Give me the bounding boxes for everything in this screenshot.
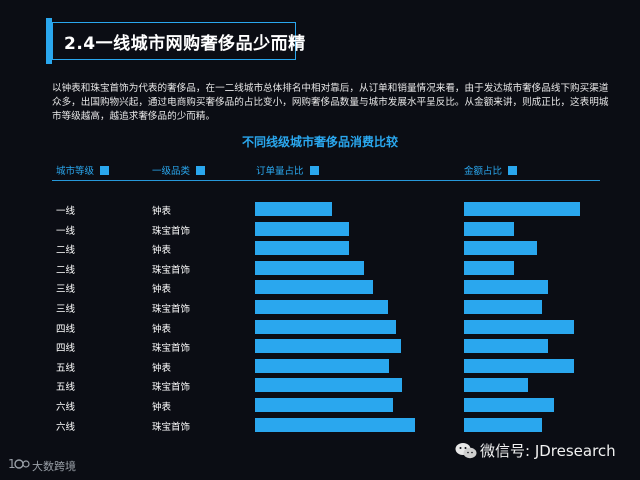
amount-share-bar	[464, 202, 580, 216]
amount-share-bar	[464, 260, 514, 275]
chart-title: 不同线级城市奢侈品消费比较	[241, 135, 398, 149]
header-marker-icon	[309, 166, 319, 175]
city-tier-label: 六线	[56, 402, 76, 413]
title-accent-bar	[46, 18, 52, 64]
city-tier-label: 六线	[56, 421, 76, 433]
brand-name: 大数跨境	[32, 460, 76, 473]
order-share-bar	[255, 417, 415, 432]
header-divider	[52, 180, 600, 181]
svg-text:1: 1	[8, 457, 16, 471]
amount-share-bar	[464, 358, 575, 373]
city-tier-label: 五线	[56, 382, 76, 394]
amount-share-bar	[464, 300, 542, 314]
amount-share-bar	[464, 280, 548, 295]
category-label: 钟表	[152, 284, 172, 296]
amount-share-bar	[464, 378, 528, 393]
order-share-bar	[255, 202, 332, 216]
amount-share-bar	[464, 398, 555, 412]
city-tier-label: 五线	[56, 362, 76, 374]
city-tier-label: 三线	[56, 304, 76, 315]
page-title: 2.4一线城市网购奢侈品少而精	[64, 34, 306, 54]
city-tier-label: 二线	[56, 264, 76, 276]
order-share-bar	[255, 398, 393, 412]
category-label: 钟表	[152, 402, 172, 413]
category-label: 钟表	[152, 206, 172, 217]
order-share-bar	[255, 280, 374, 295]
order-share-bar	[255, 221, 350, 236]
amount-share-bar	[464, 319, 575, 334]
category-label: 珠宝首饰	[152, 264, 191, 276]
amount-share-bar	[464, 241, 538, 256]
title-frame	[52, 22, 296, 60]
order-share-bar	[255, 300, 388, 314]
description-paragraph: 以钟表和珠宝首饰为代表的奢侈品，在一二线城市总体排名中相对靠后，从订单和销量情况…	[52, 83, 609, 122]
category-label: 珠宝首饰	[152, 225, 191, 237]
column-header-amount-share: 金额占比	[464, 163, 518, 177]
city-tier-label: 四线	[56, 343, 76, 355]
order-share-bar	[255, 319, 396, 334]
city-tier-label: 一线	[56, 206, 76, 217]
header-marker-icon	[508, 166, 518, 175]
header-marker-icon	[196, 166, 206, 175]
amount-share-bar	[464, 339, 548, 354]
city-tier-label: 二线	[56, 245, 76, 257]
category-label: 钟表	[152, 245, 172, 257]
amount-share-bar	[464, 417, 542, 432]
order-share-bar	[255, 241, 350, 256]
wechat-id: 微信号: JDresearch	[480, 442, 616, 460]
order-share-bar	[255, 378, 403, 393]
order-share-bar	[255, 358, 390, 373]
column-header-city-tier: 城市等级	[56, 163, 110, 177]
category-label: 珠宝首饰	[152, 343, 191, 355]
city-tier-label: 三线	[56, 284, 76, 296]
amount-share-bar	[464, 221, 514, 236]
column-header-order-share: 订单量占比	[256, 163, 319, 177]
city-tier-label: 一线	[56, 225, 76, 237]
category-label: 珠宝首饰	[152, 382, 191, 394]
order-share-bar	[255, 260, 364, 275]
category-label: 珠宝首饰	[152, 421, 191, 433]
header-marker-icon	[100, 166, 110, 175]
category-label: 钟表	[152, 323, 172, 335]
brand-logo-icon: 1	[8, 457, 30, 471]
order-share-bar	[255, 339, 401, 354]
city-tier-label: 四线	[56, 323, 76, 335]
category-label: 珠宝首饰	[152, 304, 191, 315]
column-header-category: 一级品类	[152, 163, 206, 177]
category-label: 钟表	[152, 362, 172, 374]
wechat-icon	[455, 443, 477, 459]
